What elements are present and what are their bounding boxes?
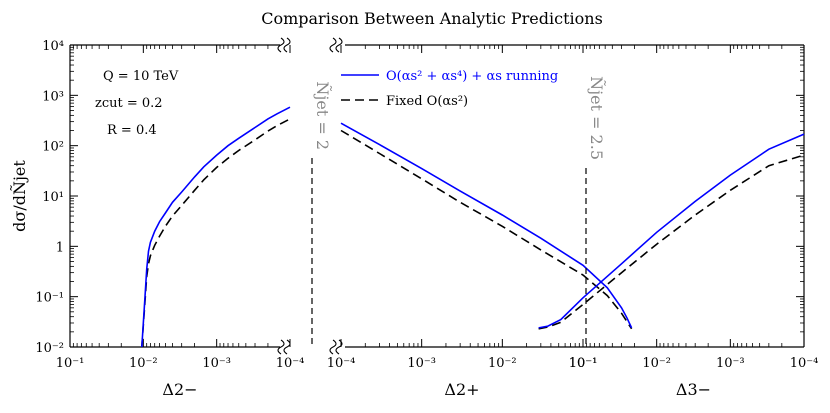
y-tick-label: 10⁻¹: [35, 291, 64, 306]
x-tick-label: 10⁻⁴: [327, 356, 356, 371]
x-tick-label: 10⁻³: [407, 356, 436, 371]
x-tick-label: 10⁻²: [642, 356, 671, 371]
series-line-running: [538, 133, 805, 329]
vline-label: Ñjet = 2: [313, 81, 333, 150]
y-tick-label: 10⁻²: [35, 341, 64, 356]
x-axis-title: Δ2−: [162, 380, 197, 399]
x-axis-title: Δ2+: [444, 380, 479, 399]
x-tick-label: 10⁻²: [488, 356, 517, 371]
y-tick-label: 1: [56, 240, 64, 255]
x-tick-label: 10⁻²: [129, 356, 158, 371]
y-tick-label: 10⁴: [42, 39, 64, 54]
series-line-fixed: [538, 154, 805, 330]
x-tick-label: 10⁻¹: [569, 356, 598, 371]
axis-break-mark: [329, 37, 343, 53]
x-tick-label: 10⁻³: [716, 356, 745, 371]
series-line-fixed: [340, 129, 633, 330]
chart-title: Comparison Between Analytic Predictions: [261, 9, 603, 28]
x-tick-label: 10⁻⁴: [276, 356, 305, 371]
x-axis-title: Δ3−: [676, 380, 711, 399]
y-tick-label: 10¹: [42, 190, 64, 205]
legend-label-running: O(αs² + αs⁴) + αs running: [386, 69, 558, 84]
x-tick-label: 10⁻⁴: [790, 356, 819, 371]
x-tick-label: 10⁻¹: [569, 356, 598, 371]
series-line-fixed: [141, 118, 291, 348]
y-tick-label: 10³: [42, 89, 64, 104]
axis-break-mark: [277, 37, 291, 53]
axis-break-mark: [329, 339, 343, 355]
series-line-running: [340, 122, 633, 329]
series-line-running: [141, 106, 291, 348]
axis-break-mark: [277, 339, 291, 355]
annotation-zcut: zcut = 0.2: [95, 96, 163, 111]
vline-label: Ñjet = 2.5: [587, 76, 607, 160]
x-tick-label: 10⁻³: [202, 356, 231, 371]
legend-label-fixed: Fixed O(αs²): [386, 94, 468, 109]
y-axis-title: dσ/dÑjet: [9, 160, 29, 232]
y-tick-label: 10²: [42, 140, 64, 155]
x-tick-label: 10⁻¹: [56, 356, 85, 371]
annotation-q: Q = 10 TeV: [103, 69, 179, 84]
annotation-r: R = 0.4: [107, 123, 157, 138]
